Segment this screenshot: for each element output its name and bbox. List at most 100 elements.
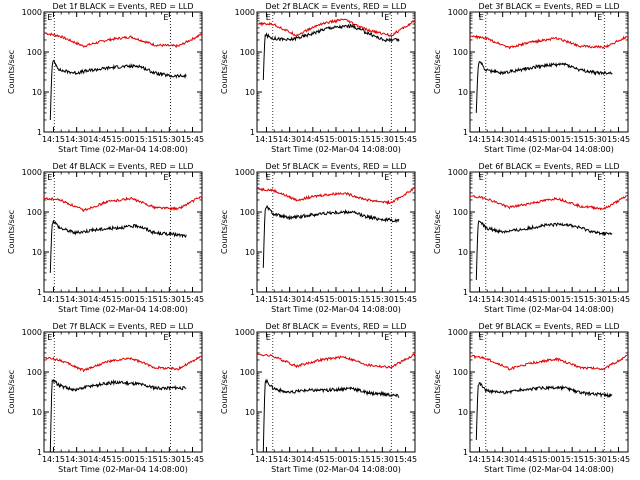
x-tick-label: 14:45 [301, 455, 324, 464]
chart-panel-6: Det 6f BLACK = Events, RED = LLD 1 10 100 10… [433, 162, 630, 314]
event-marker-label: E [266, 13, 271, 22]
x-tick-label: 14:45 [88, 135, 111, 144]
x-tick-label: 15:45 [394, 295, 417, 304]
y-axis-label: Counts/sec [7, 50, 16, 94]
events-series-line [475, 220, 613, 281]
x-tick-label: 15:45 [181, 135, 204, 144]
chart-panel-2: Det 2f BLACK = Events, RED = LLD 1 10 100 10… [220, 2, 417, 154]
x-tick-label: 15:30 [371, 295, 394, 304]
y-axis-label: Counts/sec [433, 370, 442, 414]
chart-panel-9: Det 9f BLACK = Events, RED = LLD 1 10 100 10… [433, 322, 630, 474]
y-tick-label: 100 [453, 208, 468, 217]
plot-frame [43, 331, 203, 453]
chart-title: Det 3f BLACK = Events, RED = LLD [478, 2, 619, 11]
chart-title: Det 1f BLACK = Events, RED = LLD [52, 2, 193, 11]
x-tick-label: 15:45 [181, 295, 204, 304]
y-axis-label: Counts/sec [433, 50, 442, 94]
x-tick-label: 14:30 [65, 455, 88, 464]
x-tick-label: 14:15 [255, 455, 278, 464]
events-series-line [475, 60, 613, 113]
lld-series-line [43, 355, 203, 373]
event-marker-label: E [384, 13, 389, 22]
event-marker-label: E [47, 333, 52, 342]
chart-title: Det 6f BLACK = Events, RED = LLD [478, 162, 619, 171]
y-tick-label: 1 [250, 448, 255, 457]
y-tick-label: 100 [27, 368, 42, 377]
x-tick-label: 15:15 [348, 135, 371, 144]
x-axis-label: Start Time (02-Mar-04 14:08:00) [58, 145, 188, 154]
y-tick-label: 1000 [235, 8, 255, 17]
x-axis-label: Start Time (02-Mar-04 14:08:00) [58, 305, 188, 314]
x-axis-label: Start Time (02-Mar-04 14:08:00) [484, 145, 614, 154]
x-tick-label: 14:30 [491, 135, 514, 144]
y-tick-label: 1000 [448, 328, 468, 337]
chart-panel-5: Det 5f BLACK = Events, RED = LLD 1 10 100 10… [220, 162, 417, 314]
y-tick-label: 1000 [235, 328, 255, 337]
events-series-line [262, 23, 400, 81]
x-tick-label: 14:45 [301, 135, 324, 144]
lld-series-line [43, 32, 203, 49]
lld-series-line [256, 186, 416, 206]
x-tick-label: 15:30 [371, 455, 394, 464]
event-marker-label: E [47, 13, 52, 22]
x-tick-label: 15:00 [537, 135, 560, 144]
x-tick-label: 15:00 [324, 135, 347, 144]
chart-panel-1: Det 1f BLACK = Events, RED = LLD 1 10 100 10… [7, 2, 204, 154]
events-series-line [262, 378, 400, 453]
x-axis-label: Start Time (02-Mar-04 14:08:00) [271, 145, 401, 154]
y-tick-label: 1 [37, 128, 42, 137]
event-marker-label: E [266, 333, 271, 342]
chart-panel-7: Det 7f BLACK = Events, RED = LLD 1 10 100 10… [7, 322, 204, 474]
x-tick-label: 15:00 [111, 295, 134, 304]
x-axis-label: Start Time (02-Mar-04 14:08:00) [484, 465, 614, 474]
y-tick-label: 10 [458, 408, 468, 417]
x-tick-label: 14:30 [278, 455, 301, 464]
chart-panel-4: Det 4f BLACK = Events, RED = LLD 1 10 100 10… [7, 162, 204, 314]
x-tick-label: 15:00 [324, 455, 347, 464]
y-tick-label: 1000 [22, 168, 42, 177]
y-tick-label: 10 [245, 248, 255, 257]
x-tick-label: 14:15 [255, 295, 278, 304]
events-series-line [49, 59, 187, 121]
lld-series-line [469, 354, 629, 371]
x-tick-label: 14:45 [88, 295, 111, 304]
chart-title: Det 8f BLACK = Events, RED = LLD [265, 322, 406, 331]
y-tick-label: 1 [463, 128, 468, 137]
x-axis-label: Start Time (02-Mar-04 14:08:00) [484, 305, 614, 314]
y-tick-label: 100 [27, 208, 42, 217]
lld-series-line [469, 34, 629, 50]
event-marker-label: E [479, 333, 484, 342]
x-tick-label: 14:45 [514, 135, 537, 144]
events-series-line [262, 205, 400, 268]
event-marker-label: E [479, 173, 484, 182]
y-axis-label: Counts/sec [7, 370, 16, 414]
x-tick-label: 14:15 [468, 455, 491, 464]
event-marker-label: E [163, 13, 168, 22]
chart-title: Det 9f BLACK = Events, RED = LLD [478, 322, 619, 331]
event-marker-label: E [163, 333, 168, 342]
y-tick-label: 100 [240, 368, 255, 377]
event-marker-label: E [47, 173, 52, 182]
x-tick-label: 14:30 [65, 295, 88, 304]
y-tick-label: 1000 [448, 168, 468, 177]
x-tick-label: 15:15 [348, 295, 371, 304]
y-tick-label: 10 [245, 408, 255, 417]
x-tick-label: 15:30 [158, 135, 181, 144]
y-tick-label: 100 [27, 48, 42, 57]
events-series-line [475, 381, 613, 441]
x-tick-label: 15:30 [371, 135, 394, 144]
x-tick-label: 15:30 [158, 455, 181, 464]
chart-panel-3: Det 3f BLACK = Events, RED = LLD 1 10 100 10… [433, 2, 630, 154]
chart-title: Det 5f BLACK = Events, RED = LLD [265, 162, 406, 171]
x-tick-label: 15:45 [607, 135, 630, 144]
x-tick-label: 14:15 [42, 135, 65, 144]
events-series-line [49, 379, 187, 453]
x-tick-label: 14:15 [42, 295, 65, 304]
x-tick-label: 15:00 [111, 135, 134, 144]
x-tick-label: 15:45 [607, 455, 630, 464]
lld-series-line [256, 353, 416, 370]
y-tick-label: 1000 [235, 168, 255, 177]
x-tick-label: 14:15 [42, 455, 65, 464]
y-tick-label: 10 [32, 88, 42, 97]
event-marker-label: E [266, 173, 271, 182]
